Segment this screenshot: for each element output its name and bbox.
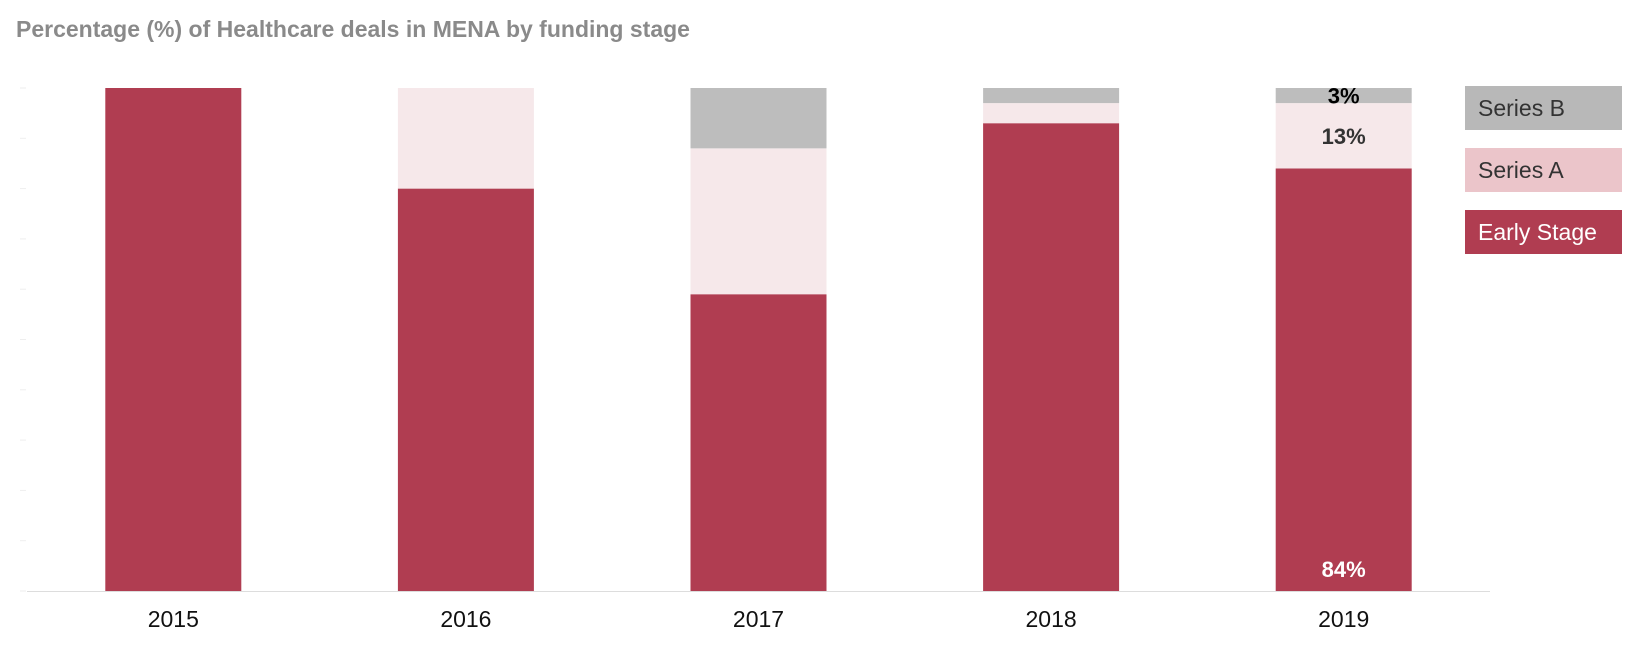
bar-early-stage-2016 [397,188,534,591]
bar-early-stage-2015 [105,88,242,591]
x-tick-label-2016: 2016 [440,606,491,632]
x-tick-label-2018: 2018 [1026,606,1077,632]
bar-series-b-2019 [1275,88,1412,104]
legend-item-series-b: Series B [1465,86,1622,130]
x-tick-label-2019: 2019 [1318,606,1369,632]
legend-label-series-b: Series B [1478,94,1565,121]
bar-series-b-2018 [983,88,1120,104]
chart-legend: Series B Series A Early Stage [1465,86,1622,272]
legend-label-series-a: Series A [1478,156,1564,183]
x-tick-label-2017: 2017 [733,606,784,632]
bar-early-stage-2018 [983,123,1120,592]
bar-series-a-2018 [983,103,1120,124]
legend-item-early-stage: Early Stage [1465,210,1622,254]
data-label-series-b-2019: 3% [1328,84,1360,109]
data-label-series-a-2019: 13% [1322,124,1366,149]
bar-series-a-2017 [690,148,827,295]
chart-title: Percentage (%) of Healthcare deals in ME… [16,16,690,42]
data-label-early-stage-2019: 84% [1322,557,1366,582]
bar-series-a-2019 [1275,103,1412,169]
bar-series-b-2017 [690,88,827,149]
bar-series-a-2016 [397,88,534,189]
x-tick-label-2015: 2015 [148,606,199,632]
legend-label-early-stage: Early Stage [1478,218,1597,245]
bar-early-stage-2019 [1275,168,1412,592]
legend-item-series-a: Series A [1465,148,1622,192]
bar-early-stage-2017 [690,294,827,591]
